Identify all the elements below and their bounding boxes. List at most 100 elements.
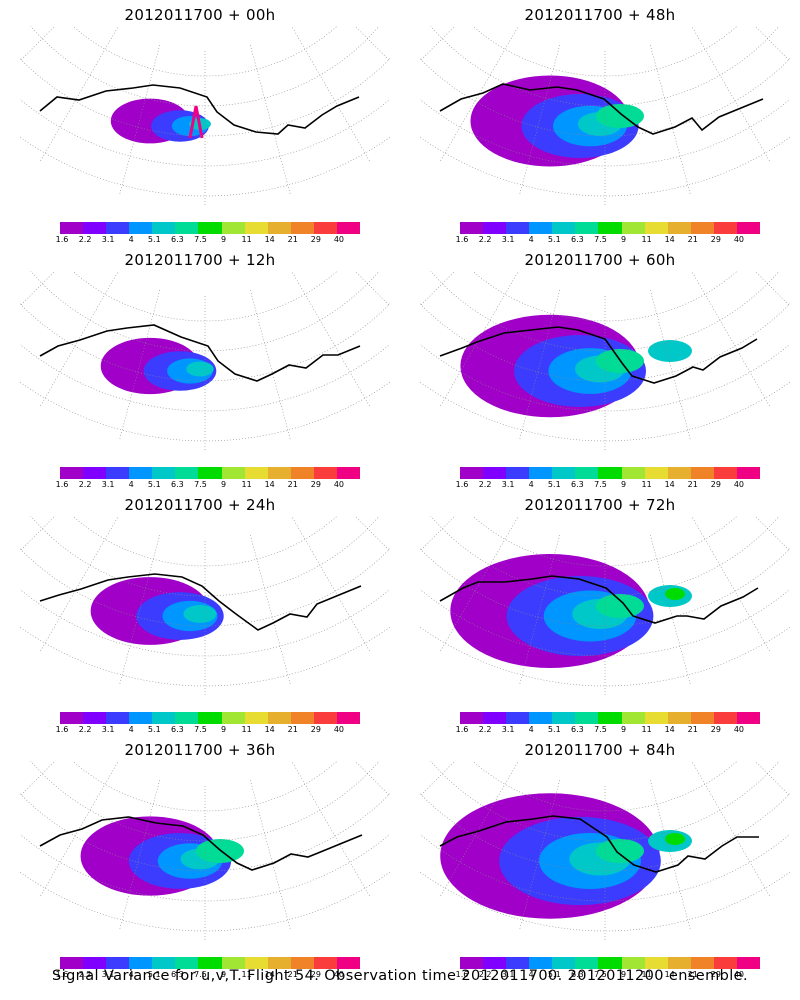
colorbar-swatch — [106, 222, 130, 234]
meridian-line — [119, 289, 160, 440]
colorbar-tick-label: 21 — [287, 235, 298, 244]
colorbar-swatch — [106, 712, 130, 724]
colorbar-swatch — [644, 467, 668, 479]
colorbar-swatch — [552, 222, 576, 234]
colorbar-tick-label: 9 — [220, 235, 227, 244]
meridian-line — [420, 26, 456, 62]
variance-contour — [186, 361, 214, 377]
colorbar-tick-label: 11 — [241, 235, 252, 244]
variance-contour — [183, 605, 217, 623]
meridian-line — [292, 27, 371, 162]
colorbar-tick-label: 7.5 — [194, 725, 207, 734]
parallel-line — [430, 516, 780, 597]
colorbar-tick-label: 1.6 — [55, 480, 69, 489]
colorbar-swatch — [621, 467, 645, 479]
colorbar-labels: 1.6 2.2 3.1 4 5.1 6.3 7.5 9 11 14 21 29 40 — [56, 970, 360, 980]
colorbar-tick-label: 5.1 — [147, 970, 161, 979]
colorbar-swatch — [129, 467, 153, 479]
colorbar — [460, 712, 761, 724]
colorbar-tick-label: 4 — [528, 235, 534, 244]
colorbar-tick-label: 9 — [220, 725, 227, 734]
colorbar-swatch — [129, 957, 153, 969]
parallel-line — [420, 548, 790, 627]
colorbar-tick-label: 3.1 — [101, 725, 115, 734]
colorbar-swatch — [690, 222, 714, 234]
colorbar-swatch — [460, 467, 484, 479]
parallel-line — [20, 343, 390, 412]
colorbar-swatch — [106, 467, 130, 479]
colorbar-swatch — [152, 222, 176, 234]
colorbar-tick-label: 6.3 — [571, 235, 584, 244]
variance-map — [20, 761, 390, 941]
colorbar-tick-label: 14 — [264, 235, 275, 244]
colorbar-tick-label: 9 — [620, 480, 627, 489]
colorbar-swatch — [644, 222, 668, 234]
colorbar-swatch — [598, 957, 622, 969]
colorbar-tick-label: 1.6 — [55, 725, 69, 734]
variance-contour — [596, 839, 644, 863]
colorbar-tick-label: 21 — [687, 480, 698, 489]
meridian-line — [292, 517, 371, 652]
colorbar-swatch — [244, 222, 268, 234]
variance-map — [20, 516, 390, 696]
panel-title: 2012011700 + 36h — [124, 741, 276, 759]
colorbar-tick-label: 4 — [128, 480, 134, 489]
colorbar-labels: 1.6 2.2 3.1 4 5.1 6.3 7.5 9 11 14 21 29 40 — [56, 480, 360, 490]
colorbar-tick-label: 1.6 — [55, 970, 69, 979]
panel-title: 2012011700 + 84h — [524, 741, 676, 759]
colorbar-tick-label: 7.5 — [194, 480, 207, 489]
variance-contour — [596, 104, 644, 128]
colorbar-tick-label: 7.5 — [194, 235, 207, 244]
meridian-line — [20, 516, 53, 531]
parallel-line — [30, 271, 380, 352]
meridian-line — [757, 761, 790, 776]
panel-title: 2012011700 + 24h — [124, 496, 276, 514]
colorbar-swatch — [736, 467, 761, 479]
colorbar-swatch — [736, 222, 761, 234]
colorbar-swatch — [713, 712, 737, 724]
colorbar-tick-label: 11 — [241, 480, 252, 489]
variance-field — [470, 75, 644, 167]
panel-title: 2012011700 + 48h — [524, 6, 676, 24]
colorbar-tick-label: 14 — [264, 725, 275, 734]
panel-title: 2012011700 + 00h — [124, 6, 276, 24]
colorbar-tick-label: 6.3 — [171, 970, 184, 979]
meridian-line — [354, 761, 390, 797]
colorbar-tick-label: 7.5 — [594, 235, 607, 244]
colorbar-labels: 1.6 2.2 3.1 4 5.1 6.3 7.5 9 11 14 21 29 40 — [56, 235, 360, 245]
colorbar-swatch — [552, 467, 576, 479]
colorbar-tick-label: 11 — [641, 480, 652, 489]
parallel-line — [420, 793, 790, 872]
panel-title: 2012011700 + 12h — [124, 251, 276, 269]
colorbar-tick-label: 4 — [128, 235, 134, 244]
meridian-line — [757, 516, 790, 531]
colorbar-swatch — [83, 222, 107, 234]
colorbar-tick-label: 14 — [264, 970, 275, 979]
colorbar-swatch — [313, 957, 337, 969]
colorbar — [60, 957, 361, 969]
colorbar-swatch — [690, 712, 714, 724]
colorbar-tick-label: 3.1 — [501, 725, 515, 734]
parallel-line — [430, 271, 780, 352]
colorbar-swatch — [198, 712, 222, 724]
coastline — [39, 816, 363, 871]
variance-map — [420, 516, 790, 696]
colorbar-swatch — [713, 467, 737, 479]
colorbar-swatch — [460, 222, 484, 234]
colorbar-tick-label: 29 — [310, 235, 321, 244]
colorbar-tick-label: 9 — [620, 970, 627, 979]
meridian-line — [420, 761, 453, 776]
colorbar-labels: 1.6 2.2 3.1 4 5.1 6.3 7.5 9 11 14 21 29 40 — [56, 725, 360, 735]
meridian-line — [650, 289, 691, 440]
colorbar-tick-label: 7.5 — [594, 970, 607, 979]
variance-field — [90, 577, 224, 645]
colorbar-tick-label: 40 — [333, 235, 345, 244]
meridian-line — [39, 27, 118, 162]
meridian-line — [250, 289, 291, 440]
colorbar-swatch — [621, 712, 645, 724]
colorbar-swatch — [175, 712, 199, 724]
colorbar-swatch — [60, 467, 84, 479]
meridian-line — [39, 272, 118, 407]
parallel-line — [472, 26, 738, 77]
colorbar-swatch — [483, 712, 507, 724]
